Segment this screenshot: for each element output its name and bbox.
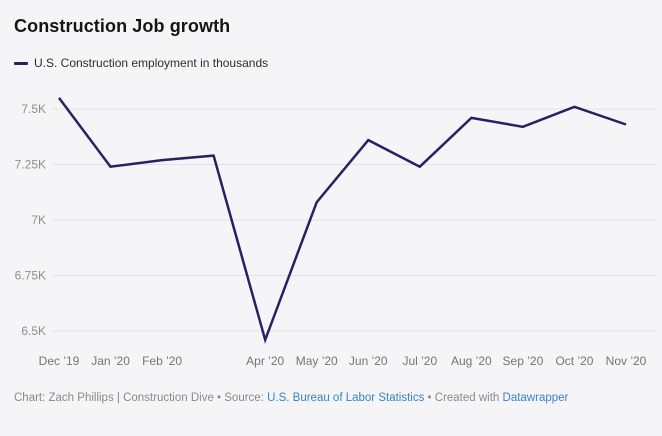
x-axis-tick-label: Nov ’20 (606, 354, 647, 368)
source-link[interactable]: U.S. Bureau of Labor Statistics (267, 392, 425, 404)
x-axis-tick-label: Jan ’20 (91, 354, 130, 368)
line-chart-plot-area: 7.5K 7.25K 7K 6.75K 6.5K Dec ’19 Jan ’20 Feb ’2… (15, 97, 656, 368)
employment-line-series (57, 97, 627, 344)
chart-title: Construction Job growth (14, 16, 231, 36)
y-axis-tick-label: 7.25K (15, 158, 46, 172)
x-axis-tick-label: Apr ’20 (246, 354, 284, 368)
y-axis-tick-label: 6.5K (21, 324, 46, 338)
x-axis-tick-label: Sep ’20 (503, 354, 544, 368)
x-axis-tick-label: Oct ’20 (555, 354, 593, 368)
x-axis-tick-label: Feb ’20 (142, 354, 182, 368)
legend-label: U.S. Construction employment in thousand… (34, 56, 269, 70)
footer-credits: Chart: Zach Phillips | Construction Dive… (14, 392, 568, 404)
x-axis-tick-label: May ’20 (296, 354, 338, 368)
y-axis-tick-label: 6.75K (15, 269, 46, 283)
legend: U.S. Construction employment in thousand… (14, 56, 268, 70)
footer-credit-text: Chart: Zach Phillips | Construction Dive… (14, 392, 268, 404)
x-axis-tick-label: Dec ’19 (39, 354, 80, 368)
datawrapper-link[interactable]: Datawrapper (502, 392, 569, 404)
x-axis-tick-label: Jul ’20 (402, 354, 437, 368)
y-axis-tick-label: 7K (31, 213, 46, 227)
footer-created-with-text: • Created with (424, 392, 503, 404)
x-axis-tick-label: Jun ’20 (349, 354, 388, 368)
x-axis-tick-label: Aug ’20 (451, 354, 492, 368)
y-axis-tick-label: 7.5K (21, 102, 46, 116)
legend-line-swatch-icon (14, 61, 28, 65)
